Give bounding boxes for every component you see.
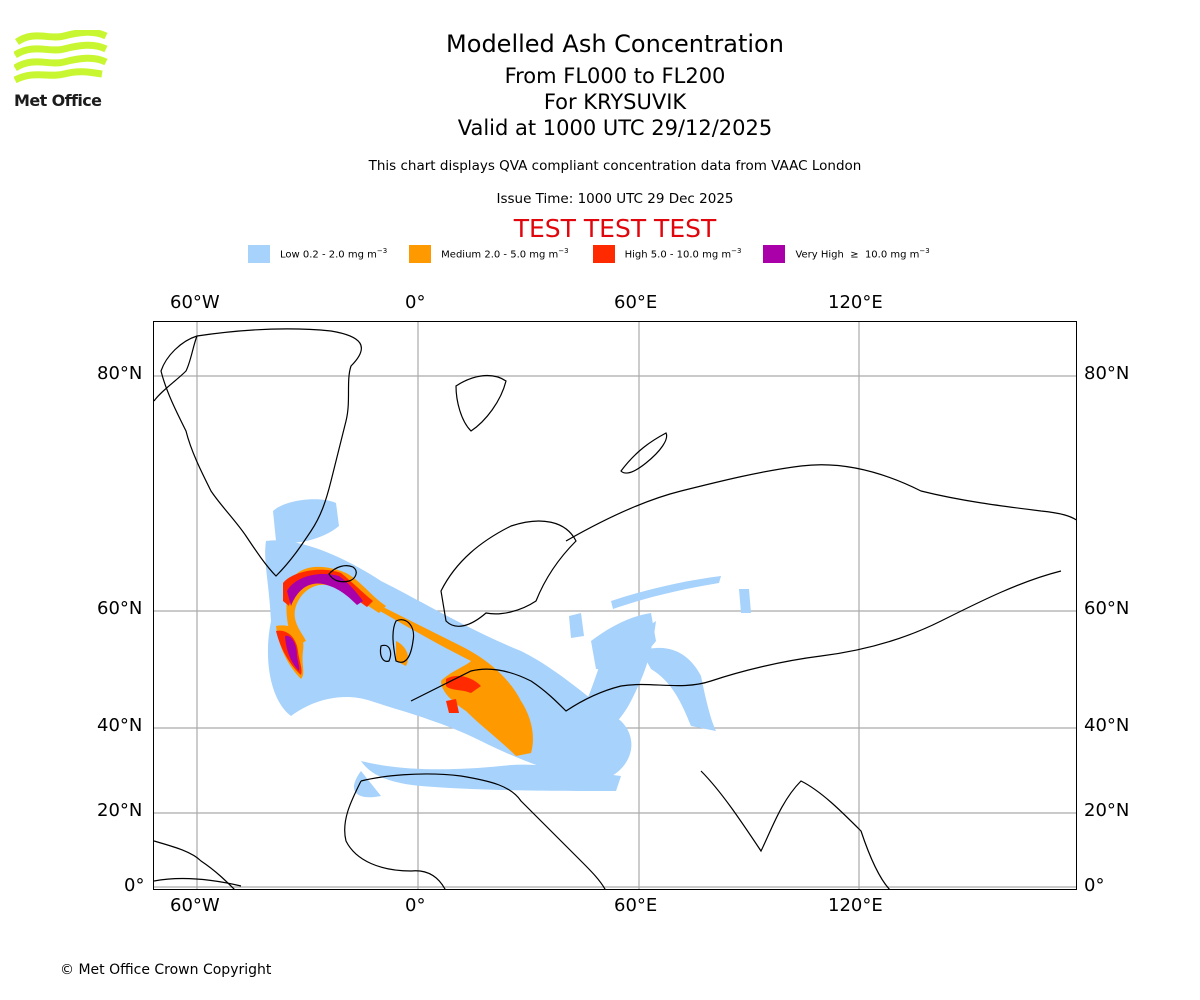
lat-tick-left-40n: 40°N [97, 715, 143, 736]
lat-tick-left-80n: 80°N [97, 363, 143, 384]
volcano-name: For KRYSUVIK [543, 90, 687, 114]
legend-label-low: Low 0.2 - 2.0 mg m [280, 249, 377, 261]
lon-tick-bottom-120e: 120°E [828, 895, 883, 916]
legend-label-very-high: Very High ≥ 10.0 mg m [795, 249, 920, 261]
test-banner: TEST TEST TEST [513, 214, 717, 243]
legend-swatch-low [248, 245, 270, 263]
legend-swatch-high [592, 245, 615, 263]
issue-time: Issue Time: 1000 UTC 29 Dec 2025 [496, 191, 734, 207]
coastlines [154, 328, 1076, 889]
lon-tick-bottom-0: 0° [405, 895, 426, 916]
lat-tick-left-0: 0° [124, 875, 145, 896]
legend-label-medium: Medium 2.0 - 5.0 mg m [441, 249, 559, 261]
legend-label-high: High 5.0 - 10.0 mg m [624, 249, 732, 261]
logo-text: Met Office [14, 91, 102, 110]
map-panel[interactable] [153, 321, 1077, 890]
legend-swatch-very-high [763, 245, 786, 263]
chart-title: Modelled Ash Concentration [446, 30, 784, 58]
legend: Low 0.2 - 2.0 mg m−3 Medium 2.0 - 5.0 mg… [248, 244, 930, 264]
legend-item-high: High 5.0 - 10.0 mg m−3 [592, 245, 741, 263]
graticule [154, 322, 1076, 889]
met-office-logo: Met Office [13, 28, 109, 112]
legend-item-very-high: Very High ≥ 10.0 mg m−3 [763, 245, 930, 263]
lon-tick-bottom-60e: 60°E [614, 895, 658, 916]
lat-tick-right-40n: 40°N [1084, 715, 1130, 736]
lon-tick-top-120e: 120°E [828, 292, 883, 313]
lat-tick-right-0: 0° [1084, 875, 1105, 896]
ash-low-layer [265, 499, 751, 798]
lat-tick-right-60n: 60°N [1084, 598, 1130, 619]
chart-subtitle: This chart displays QVA compliant concen… [368, 158, 862, 174]
lon-tick-top-60w: 60°W [170, 292, 220, 313]
valid-time: Valid at 1000 UTC 29/12/2025 [457, 116, 773, 140]
copyright: © Met Office Crown Copyright [60, 962, 272, 978]
lon-tick-bottom-60w: 60°W [170, 895, 220, 916]
ash-map [154, 322, 1076, 889]
lon-tick-top-60e: 60°E [614, 292, 658, 313]
lat-tick-left-60n: 60°N [97, 598, 143, 619]
legend-swatch-medium [409, 245, 432, 263]
flight-levels: From FL000 to FL200 [504, 64, 726, 88]
legend-item-low: Low 0.2 - 2.0 mg m−3 [248, 245, 387, 263]
lon-tick-top-0: 0° [405, 292, 426, 313]
legend-item-medium: Medium 2.0 - 5.0 mg m−3 [409, 245, 569, 263]
lat-tick-right-80n: 80°N [1084, 363, 1130, 384]
met-office-waves-icon [13, 28, 108, 84]
lat-tick-left-20n: 20°N [97, 800, 143, 821]
lat-tick-right-20n: 20°N [1084, 800, 1130, 821]
